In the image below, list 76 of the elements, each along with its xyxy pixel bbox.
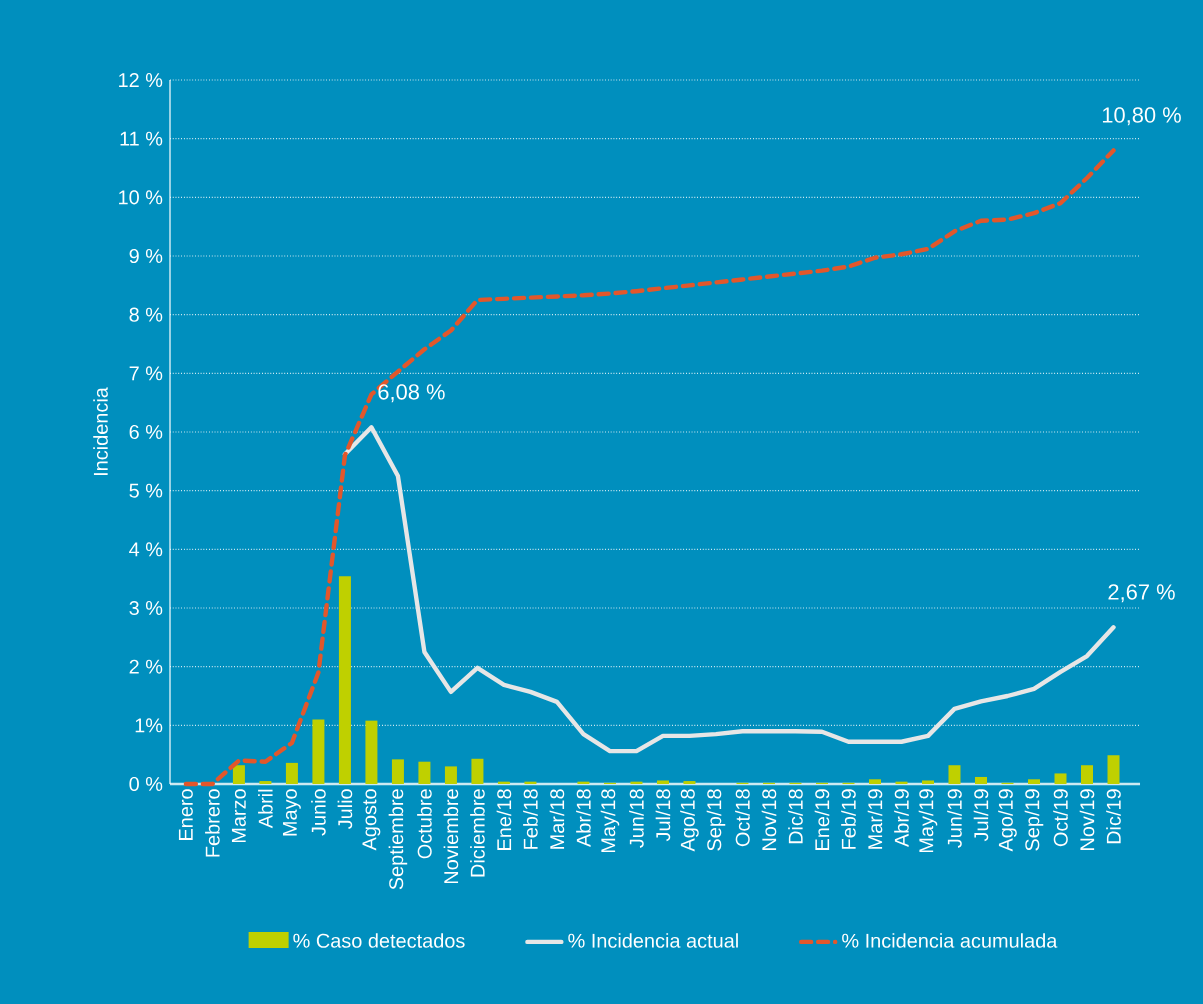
- bar: [391, 759, 404, 784]
- bar: [312, 719, 325, 784]
- x-tick-label: Diciembre: [470, 789, 485, 877]
- x-tick-label: Ago/18: [680, 789, 699, 852]
- x-tick-label: Sep/18: [706, 789, 726, 851]
- x-tick-label: Dic/19: [1106, 789, 1121, 844]
- x-tick-label: Dic/18: [788, 789, 803, 844]
- legend-label: % Caso detectados: [293, 933, 465, 948]
- annotation: 6,08 %: [378, 384, 445, 403]
- bar: [471, 758, 484, 784]
- x-tick-label: Abril: [258, 789, 273, 829]
- x-tick-label: Jun/18: [629, 789, 644, 848]
- x-tick-label: Ago/19: [998, 789, 1017, 852]
- bar: [1028, 779, 1040, 784]
- x-tick-label: Agosto: [362, 789, 381, 851]
- x-tick-label: Octubre: [417, 789, 432, 859]
- bar: [1054, 773, 1067, 784]
- x-tick-label: Mar/19: [867, 789, 883, 849]
- x-tick-label: Septiembre: [388, 789, 408, 890]
- y-tick-label: 11 %: [120, 131, 163, 146]
- bar: [868, 779, 881, 784]
- y-tick-label: 5 %: [129, 483, 163, 498]
- legend-label: % Incidencia acumulada: [842, 933, 1058, 948]
- y-tick-label: 2 %: [129, 659, 163, 674]
- bar: [1081, 765, 1094, 784]
- x-tick-label: Jun/19: [947, 789, 962, 848]
- x-tick-label: Marzo: [231, 789, 246, 843]
- x-tick-label: Mayo: [282, 789, 301, 836]
- x-tick-label: Nov/19: [1079, 789, 1095, 850]
- x-tick-label: Noviembre: [443, 789, 459, 884]
- x-tick-label: Jul/19: [973, 789, 989, 842]
- bar: [418, 761, 431, 784]
- y-tick-label: 4 %: [129, 542, 163, 557]
- bar: [1107, 755, 1120, 784]
- x-tick-label: Enero: [178, 789, 193, 840]
- annotation: 10,80 %: [1102, 107, 1181, 126]
- y-tick-label: 3 %: [129, 600, 163, 616]
- x-tick-label: Ene/18: [496, 789, 512, 850]
- x-tick-label: Nov/18: [761, 789, 777, 850]
- y-axis-title: Incidencia: [93, 387, 108, 476]
- y-tick-label: 8 %: [129, 307, 163, 322]
- bar: [338, 576, 351, 784]
- x-tick-label: Oct/18: [735, 789, 750, 847]
- x-tick-label: Junio: [311, 789, 326, 836]
- y-tick-label: 9 %: [129, 248, 163, 264]
- x-tick-label: May/19: [918, 789, 938, 853]
- x-tick-label: May/18: [600, 789, 620, 853]
- y-tick-label: 1%: [135, 718, 163, 733]
- y-tick-label: 6 %: [129, 424, 163, 440]
- y-tick-label: 10 %: [119, 190, 163, 205]
- x-tick-label: Oct/19: [1053, 789, 1068, 847]
- x-tick-label: Jul/18: [655, 789, 671, 842]
- x-tick-label: Abr/19: [894, 789, 909, 848]
- x-tick-label: Febrero: [205, 789, 220, 857]
- bar: [232, 765, 245, 784]
- legend-label: % Incidencia actual: [568, 933, 738, 948]
- bar: [683, 781, 696, 784]
- bar: [656, 780, 669, 784]
- y-tick-label: 7 %: [129, 366, 163, 381]
- y-tick-label: 12 %: [119, 72, 163, 88]
- x-tick-label: Ene/19: [814, 789, 830, 850]
- bar: [365, 720, 378, 784]
- bar: [921, 780, 934, 784]
- bar: [974, 776, 987, 784]
- x-tick-label: Mar/18: [549, 789, 565, 849]
- x-tick-label: Abr/18: [576, 789, 591, 848]
- bar: [285, 762, 298, 784]
- bar: [259, 781, 272, 784]
- x-tick-label: Feb/18: [523, 789, 538, 849]
- bar: [948, 765, 961, 784]
- y-tick-label: 0 %: [129, 776, 163, 792]
- annotation: 2,67 %: [1108, 584, 1175, 603]
- bar: [444, 766, 457, 784]
- x-tick-label: Julio: [337, 789, 353, 830]
- x-tick-label: Sep/19: [1024, 789, 1044, 851]
- x-tick-label: Feb/19: [841, 789, 856, 849]
